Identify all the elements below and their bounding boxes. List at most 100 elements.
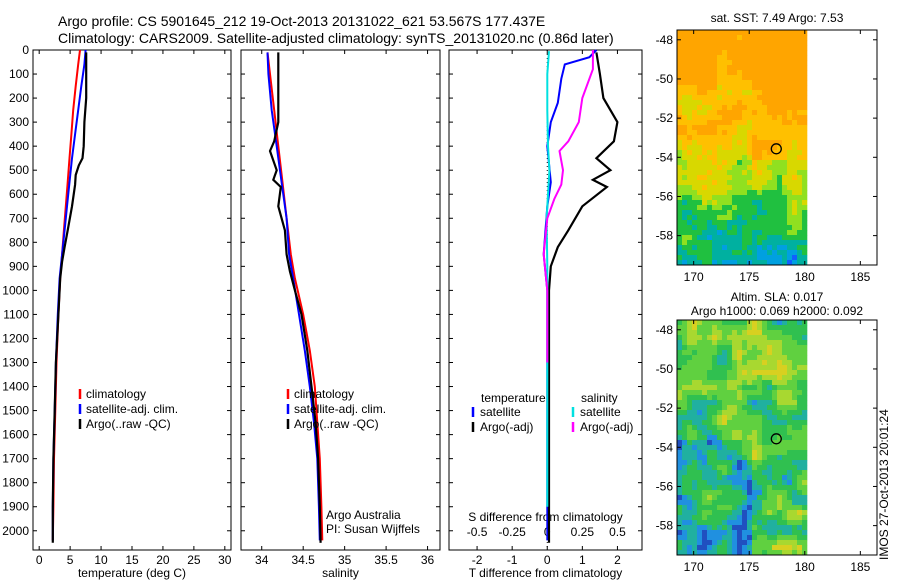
map-cell — [747, 75, 753, 81]
map-cell — [687, 460, 693, 466]
map-cell — [762, 90, 768, 96]
map-cell — [722, 525, 728, 531]
map-cell — [702, 110, 708, 116]
map-cell — [687, 50, 693, 56]
map-cell — [757, 405, 763, 411]
map-cell — [762, 490, 768, 496]
map-cell — [787, 325, 793, 331]
map-cell — [762, 230, 768, 236]
map-cell — [702, 235, 708, 241]
map-cell — [732, 165, 738, 171]
map-cell — [762, 370, 768, 376]
map-cell — [742, 175, 748, 181]
map-cell — [742, 250, 748, 256]
map-cell — [792, 495, 798, 501]
map-cell — [797, 485, 803, 491]
map-cell — [787, 240, 793, 246]
map-cell — [777, 105, 783, 111]
map-cell — [762, 165, 768, 171]
map-cell — [687, 515, 693, 521]
map-cell — [732, 175, 738, 181]
map-cell — [747, 95, 753, 101]
map-cell — [767, 545, 773, 551]
map-cell — [722, 435, 728, 441]
map-cell — [707, 55, 713, 61]
map-cell — [752, 455, 758, 461]
map-cell — [692, 70, 698, 76]
map-cell — [782, 460, 788, 466]
map-cell — [802, 185, 808, 191]
map-cell — [747, 245, 753, 251]
map-cell — [747, 430, 753, 436]
map-cell — [782, 345, 788, 351]
map-cell — [762, 125, 768, 131]
map-cell — [797, 90, 803, 96]
map-cell — [717, 160, 723, 166]
map-cell — [787, 335, 793, 341]
y-tick-label: 500 — [9, 163, 29, 177]
map-cell — [802, 445, 808, 451]
map-cell — [772, 45, 778, 51]
map-cell — [722, 190, 728, 196]
map-cell — [792, 240, 798, 246]
map-cell — [687, 395, 693, 401]
map-cell — [747, 195, 753, 201]
map-cell — [737, 155, 743, 161]
map-cell — [772, 110, 778, 116]
map-cell — [802, 340, 808, 346]
map-cell — [727, 380, 733, 386]
map-cell — [802, 460, 808, 466]
map-cell — [677, 185, 683, 191]
map-cell — [772, 490, 778, 496]
map-cell — [772, 415, 778, 421]
map-cell — [712, 75, 718, 81]
map-cell — [797, 215, 803, 221]
map-cell — [787, 220, 793, 226]
map-cell — [702, 360, 708, 366]
map-cell — [787, 50, 793, 56]
map-cell — [677, 330, 683, 336]
map-cell — [747, 530, 753, 536]
map-cell — [707, 355, 713, 361]
map-cell — [722, 470, 728, 476]
map-cell — [712, 520, 718, 526]
map-cell — [762, 135, 768, 141]
map-cell — [752, 395, 758, 401]
map-cell — [727, 70, 733, 76]
map-cell — [697, 105, 703, 111]
map-cell — [727, 360, 733, 366]
map-cell — [772, 55, 778, 61]
x-tick-label: 20 — [156, 553, 170, 567]
map-cell — [752, 345, 758, 351]
map-cell — [782, 60, 788, 66]
map-cell — [797, 230, 803, 236]
map-cell — [732, 235, 738, 241]
map-cell — [712, 215, 718, 221]
map-cell — [757, 520, 763, 526]
map-cell — [707, 460, 713, 466]
map-cell — [677, 505, 683, 511]
map-cell — [712, 395, 718, 401]
map-cell — [692, 435, 698, 441]
map-cell — [697, 155, 703, 161]
map-cell — [722, 240, 728, 246]
map-cell — [777, 215, 783, 221]
map-cell — [737, 430, 743, 436]
map-cell — [782, 430, 788, 436]
map-cell — [777, 340, 783, 346]
map-cell — [682, 425, 688, 431]
map-cell — [717, 65, 723, 71]
map-cell — [802, 215, 808, 221]
map-cell — [777, 475, 783, 481]
map-cell — [677, 425, 683, 431]
map-cell — [762, 30, 768, 36]
map-cell — [752, 325, 758, 331]
map-cell — [737, 160, 743, 166]
map-cell — [737, 70, 743, 76]
map-cell — [787, 245, 793, 251]
map-cell — [682, 520, 688, 526]
map-cell — [777, 400, 783, 406]
map-cell — [802, 205, 808, 211]
map-cell — [767, 70, 773, 76]
map-cell — [702, 50, 708, 56]
